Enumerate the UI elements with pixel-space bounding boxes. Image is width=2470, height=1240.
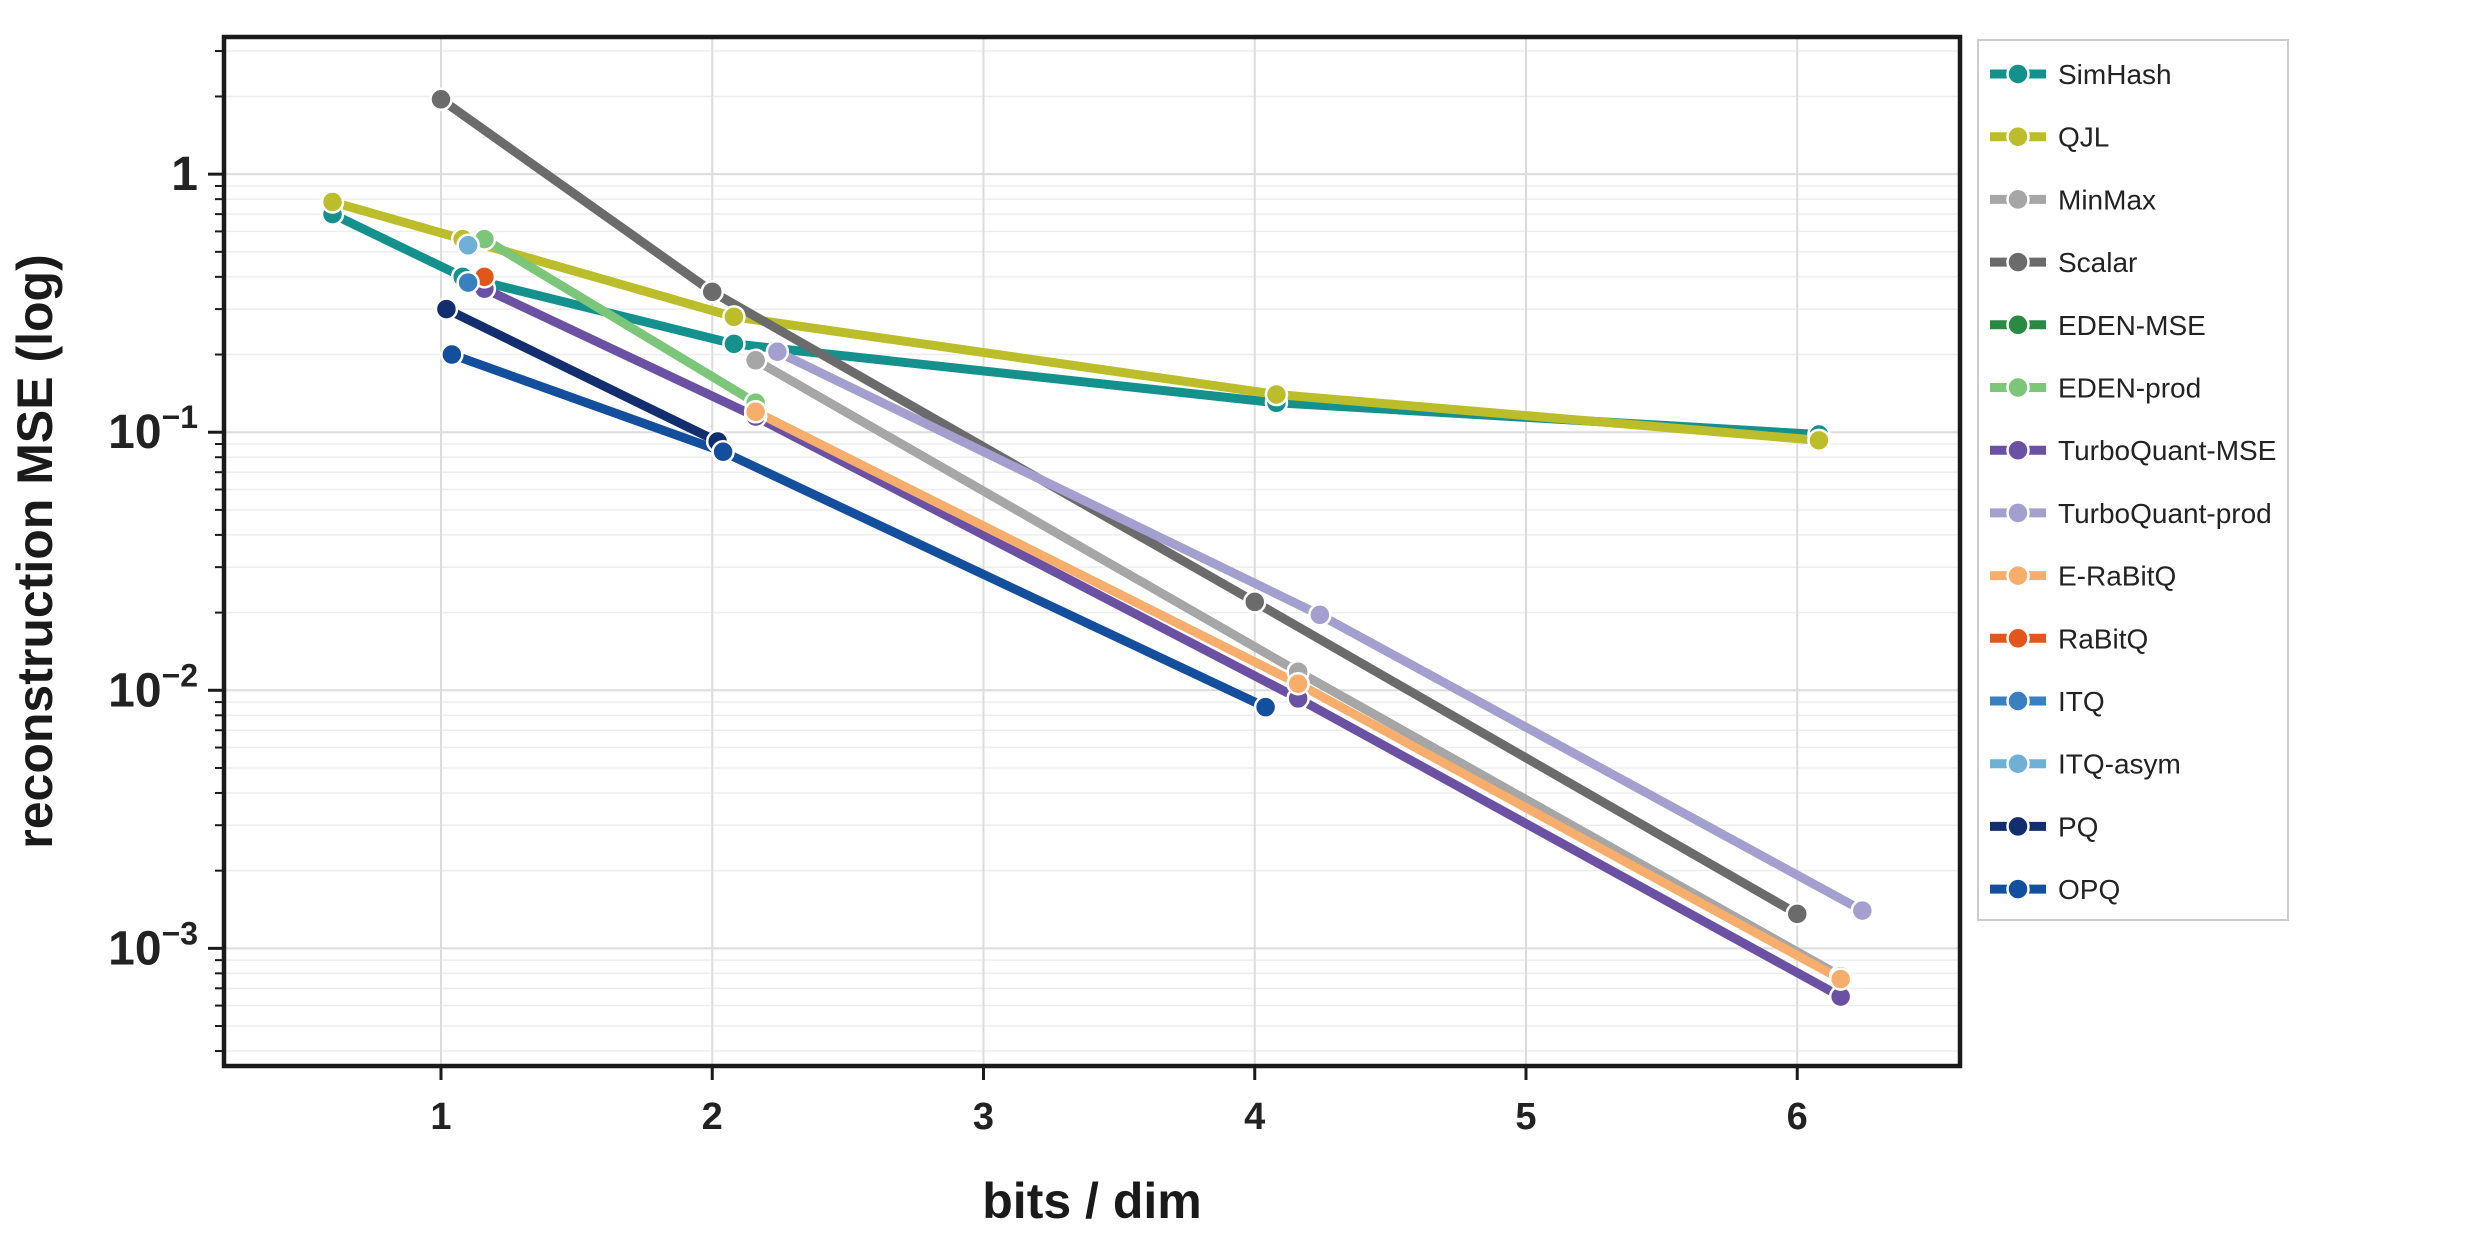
legend-label-simhash: SimHash [2058, 59, 2172, 90]
data-point-e-rabitq [1286, 671, 1310, 696]
x-tick-label: 4 [1244, 1096, 1265, 1138]
plot-frame [221, 34, 1963, 1069]
legend-label-qjl: QJL [2058, 122, 2109, 153]
legend-label-eden-mse: EDEN-MSE [2058, 310, 2206, 341]
legend-marker-qjl [2006, 124, 2030, 149]
series-line-eden-prod [479, 234, 761, 408]
x-tick-label: 1 [430, 1096, 451, 1138]
data-point-qjl [722, 305, 746, 329]
data-point-qjl [320, 190, 345, 214]
legend-label-eden-prod: EDEN-prod [2058, 373, 2201, 404]
legend: SimHash QJL MinMax Scalar EDEN-MSE EDEN-prod T… [1977, 39, 2289, 921]
data-point-itq [456, 270, 480, 295]
data-point-simhash [722, 332, 746, 356]
legend-marker-turboquant-prod [2006, 501, 2030, 525]
legend-marker-rabitq [2006, 626, 2030, 651]
legend-box [1977, 39, 2289, 921]
legend-label-itq-asym: ITQ-asym [2058, 749, 2181, 780]
legend-label-minmax: MinMax [2058, 184, 2156, 215]
legend-marker-minmax [2006, 187, 2030, 212]
legend-marker-opq [2006, 877, 2030, 901]
y-axis-ticks: 1 10−1 10−2 10−3 [108, 50, 224, 1053]
legend-label-itq: ITQ [2058, 686, 2105, 717]
data-point-itq-asym [456, 233, 480, 258]
legend-label-pq: PQ [2058, 811, 2098, 842]
y-axis-title: reconstruction MSE (log) [7, 254, 63, 848]
grid [224, 37, 1960, 1066]
legend-marker-itq [2006, 689, 2030, 713]
y-tick-label: 1 [171, 148, 198, 201]
y-tick-label: 10−3 [108, 915, 198, 975]
data-point-scalar [700, 280, 724, 304]
data-point-turboquant-prod [1850, 898, 1875, 923]
legend-label-rabitq: RaBitQ [2058, 623, 2148, 654]
legend-marker-itq-asym [2006, 751, 2030, 776]
legend-marker-turboquant-mse [2006, 438, 2030, 462]
data-point-minmax [743, 348, 768, 373]
x-axis-ticks: 1 2 3 4 5 6 [430, 1066, 1808, 1138]
data-point-turboquant-prod [765, 340, 790, 364]
legend-marker-eden-mse [2006, 313, 2030, 337]
series-line-turboquant-mse [479, 284, 1846, 1002]
series-line-pq [441, 304, 723, 447]
y-tick-label: 10−1 [108, 399, 198, 459]
legend-marker-eden-prod [2006, 375, 2030, 400]
legend-label-opq: OPQ [2058, 874, 2120, 905]
data-point-scalar [1243, 590, 1267, 614]
x-tick-label: 3 [973, 1096, 994, 1138]
data-point-e-rabitq [1828, 967, 1853, 991]
data-point-pq [434, 297, 459, 321]
legend-label-turboquant-mse: TurboQuant-MSE [2058, 435, 2276, 466]
legend-label-e-rabitq: E-RaBitQ [2058, 561, 2176, 592]
legend-marker-e-rabitq [2006, 563, 2030, 588]
data-point-turboquant-prod [1308, 603, 1332, 627]
series-points [320, 87, 1875, 1009]
data-point-scalar [1785, 902, 1809, 926]
x-tick-label: 5 [1515, 1096, 1536, 1138]
legend-label-turboquant-prod: TurboQuant-prod [2058, 498, 2272, 529]
data-point-qjl [1264, 382, 1289, 407]
data-point-opq [711, 440, 735, 464]
legend-marker-pq [2006, 814, 2030, 839]
data-point-opq [440, 342, 464, 367]
legend-label-scalar: Scalar [2058, 247, 2137, 278]
data-point-scalar [429, 87, 453, 112]
legend-marker-scalar [2006, 250, 2030, 274]
data-point-e-rabitq [743, 400, 768, 424]
x-tick-label: 6 [1787, 1096, 1808, 1138]
legend-marker-simhash [2006, 62, 2030, 86]
x-tick-label: 2 [702, 1096, 723, 1138]
data-point-qjl [1807, 428, 1831, 453]
y-tick-label: 10−2 [108, 657, 198, 717]
x-axis-title: bits / dim [982, 1173, 1201, 1229]
data-point-opq [1253, 695, 1278, 719]
